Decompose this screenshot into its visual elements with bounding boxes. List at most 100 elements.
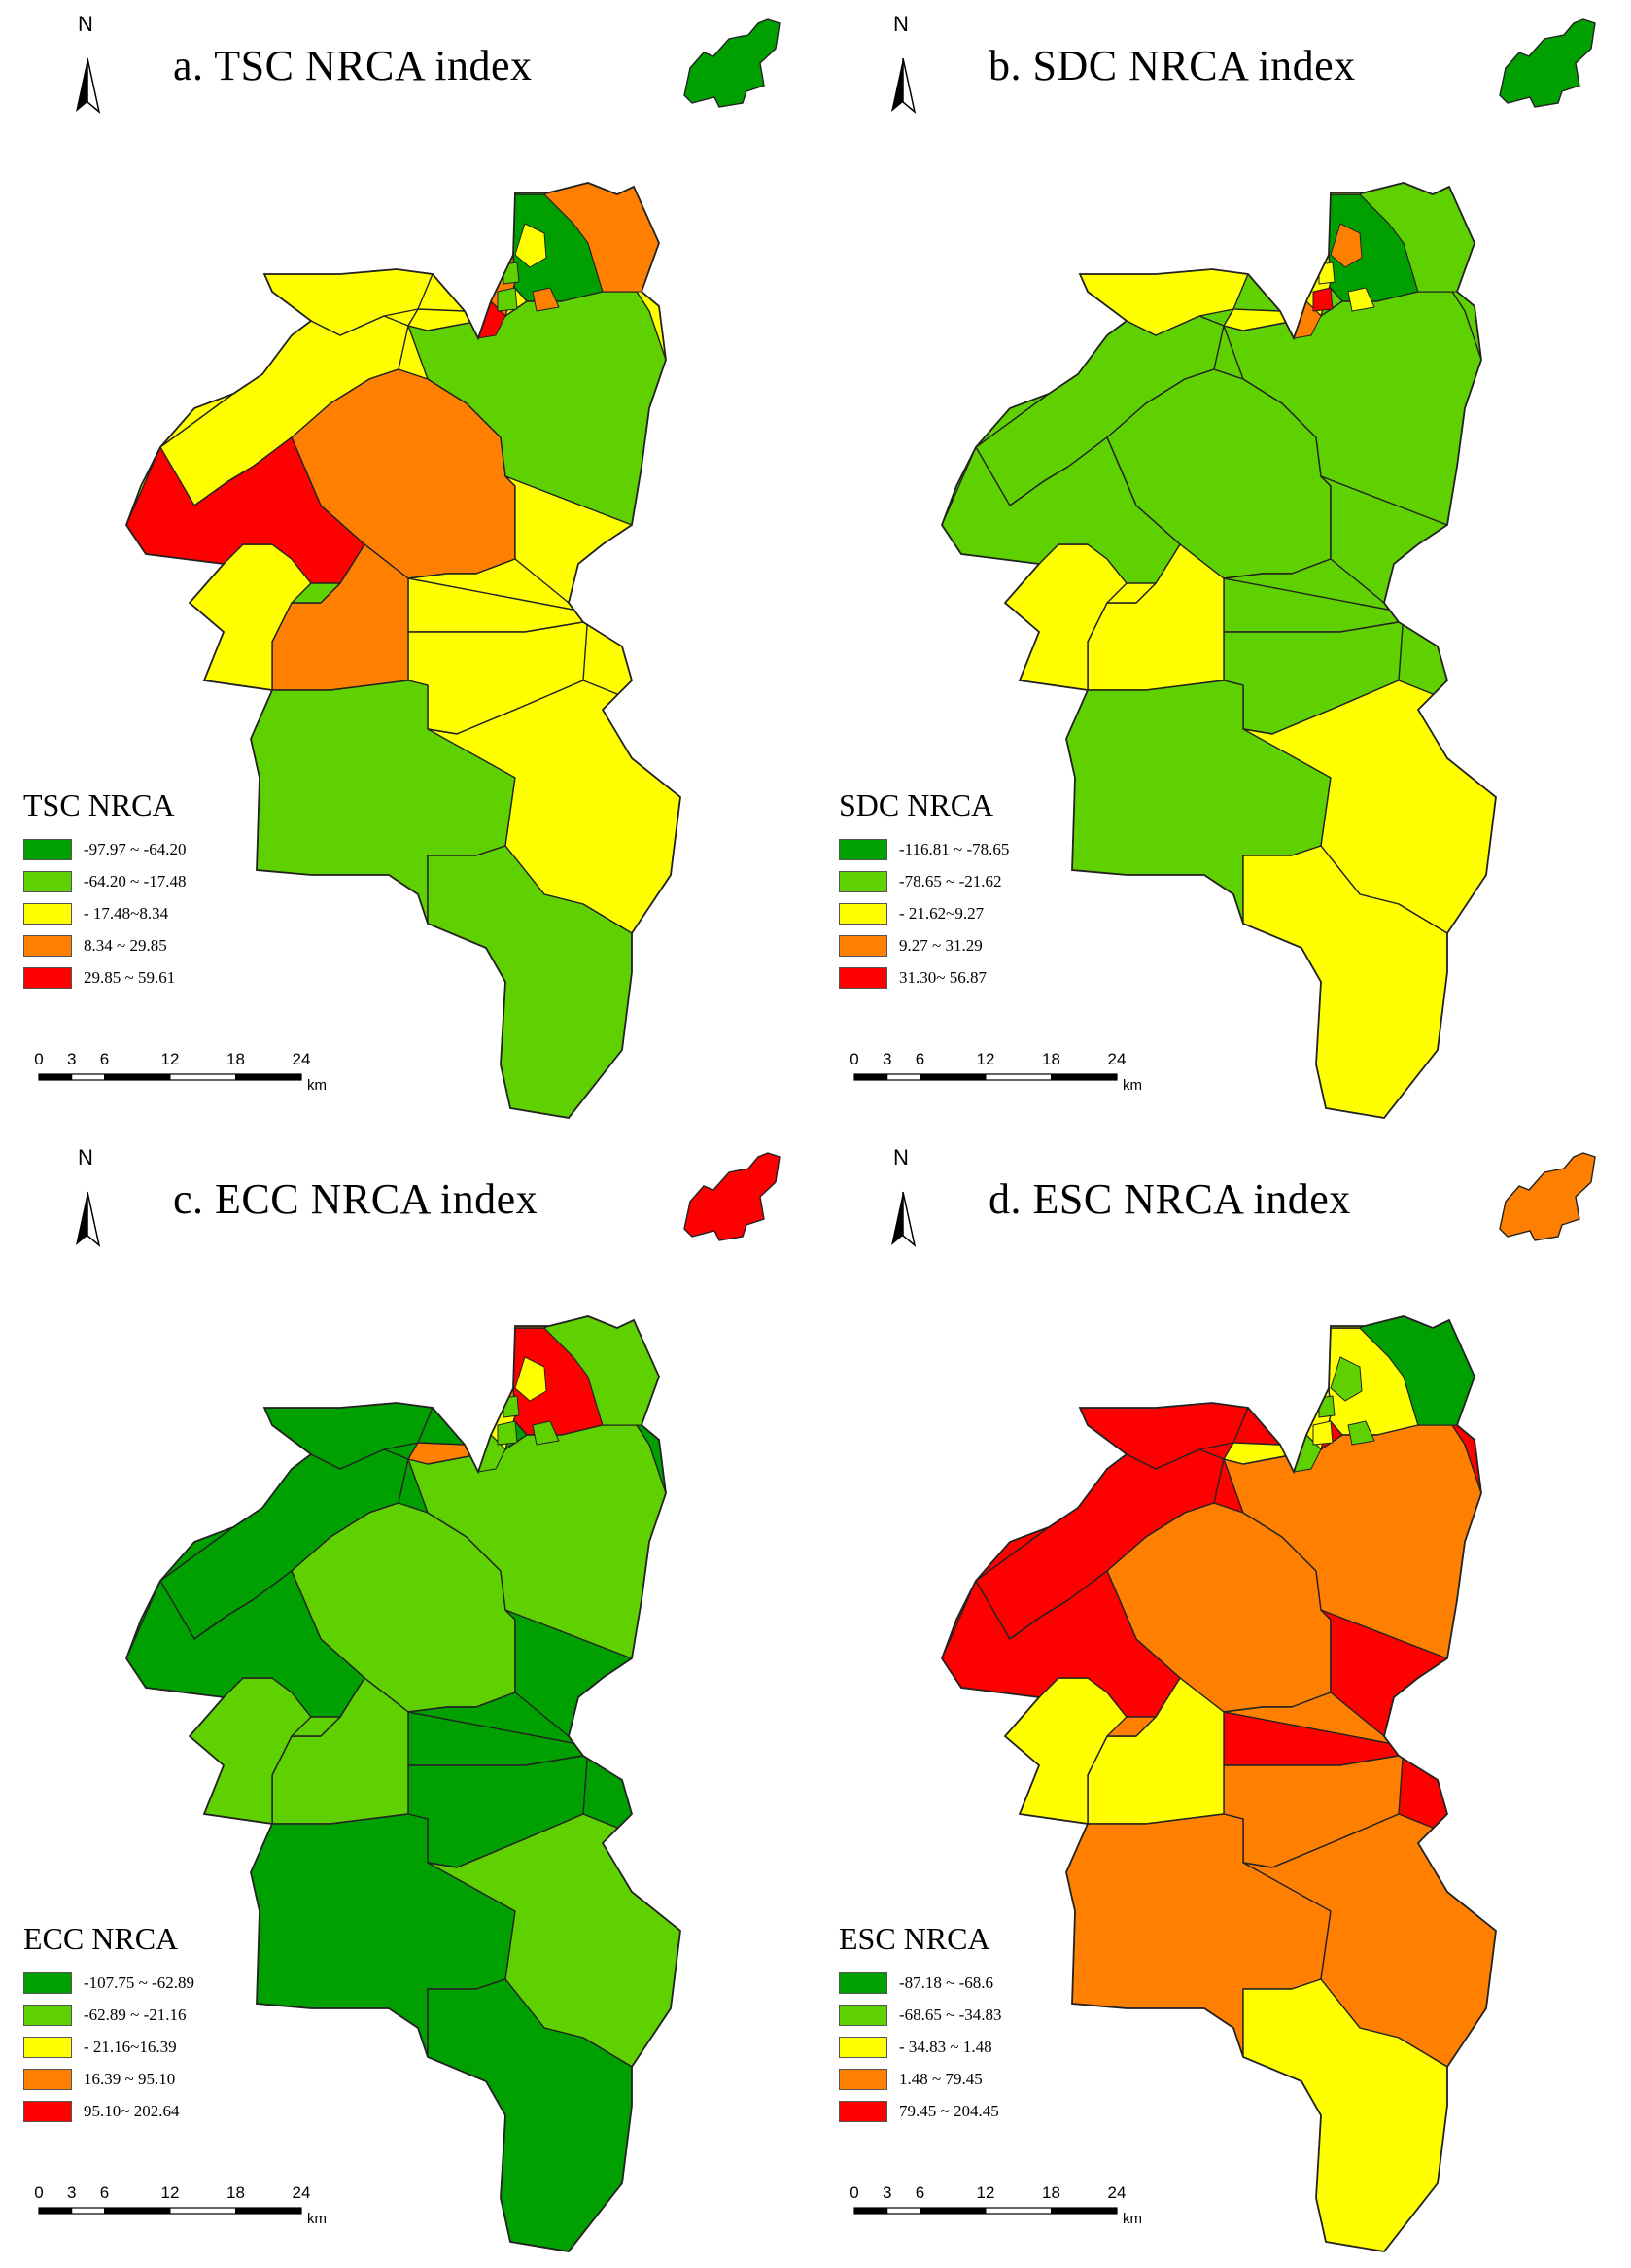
scale-tick-label: 24: [292, 1050, 311, 1068]
legend-swatch: [23, 902, 72, 925]
location-inset-map: [683, 1152, 781, 1241]
scale-bar-labels: 0 3 6 12 18 24 km: [850, 2183, 1175, 2242]
district-region-25: [532, 287, 560, 312]
scale-tick-label: 3: [67, 1050, 77, 1068]
scale-unit-label: km: [307, 2211, 327, 2227]
legend-swatch: [23, 934, 72, 957]
district-region-24: [1330, 1356, 1363, 1402]
legend-item: 9.27 ~ 31.29: [839, 929, 1009, 961]
scale-tick-label: 6: [915, 1050, 925, 1068]
study-area-outline: [940, 182, 1497, 1119]
legend-swatch: [23, 1971, 72, 1994]
district-region-24: [1330, 223, 1363, 268]
legend-label: 1.48 ~ 79.45: [899, 2069, 983, 2088]
legend-swatch: [839, 1971, 887, 1994]
scale-bar: [853, 1073, 1118, 1081]
north-label: N: [78, 12, 94, 36]
location-inset-map: [683, 18, 781, 108]
legend-item: -97.97 ~ -64.20: [23, 833, 187, 865]
legend-item: - 21.62~9.27: [839, 897, 1009, 929]
map-title: d. ESC NRCA index: [989, 1175, 1351, 1223]
legend-swatch: [839, 2068, 887, 2090]
scale-tick-label: 24: [1107, 2183, 1127, 2202]
north-label: N: [893, 12, 910, 36]
legend-label: 9.27 ~ 31.29: [899, 935, 983, 955]
scale-tick-label: 3: [883, 2183, 892, 2202]
study-area-outline: [124, 1315, 681, 2252]
district-region-25: [1347, 1420, 1375, 1446]
study-area-outline: [940, 1315, 1497, 2252]
scale-bar: [853, 2207, 1118, 2215]
legend-swatch: [839, 2036, 887, 2058]
north-arrow-icon: [76, 57, 101, 114]
legend-title: TSC NRCA: [23, 787, 175, 822]
legend-label: 8.34 ~ 29.85: [84, 935, 167, 955]
district-region-27: [1318, 262, 1336, 285]
scale-tick-label: 12: [976, 2183, 995, 2202]
legend-swatch: [23, 838, 72, 860]
scale-unit-label: km: [1123, 1077, 1142, 1094]
district-map: [38, 1152, 781, 2252]
north-arrow-icon: [891, 57, 917, 114]
legend-swatch: [839, 2004, 887, 2026]
legend-title: SDC NRCA: [839, 787, 994, 822]
district-map: [853, 18, 1596, 1119]
legend-label: -68.65 ~ -34.83: [899, 2005, 1002, 2024]
legend-label: -64.20 ~ -17.48: [84, 871, 187, 890]
legend-item: 8.34 ~ 29.85: [23, 929, 187, 961]
north-arrow-icon: [76, 1191, 101, 1247]
district-region-27: [1318, 1395, 1336, 1418]
district-region-25: [1347, 287, 1375, 312]
legend-item: -64.20 ~ -17.48: [23, 865, 187, 897]
legend-title: ESC NRCA: [839, 1921, 990, 1956]
legend-swatch: [23, 2068, 72, 2090]
scale-tick-label: 0: [34, 1050, 44, 1068]
legend-item: -116.81 ~ -78.65: [839, 833, 1009, 865]
map-legend: ESC NRCA -87.18 ~ -68.6 -68.65 ~ -34.83 - 3…: [839, 1921, 1002, 2127]
legend-swatch: [23, 966, 72, 989]
scale-tick-label: 18: [226, 2183, 245, 2202]
legend-item: 95.10~ 202.64: [23, 2095, 194, 2127]
district-region-28: [466, 1395, 492, 1418]
legend-item: 1.48 ~ 79.45: [839, 2063, 1002, 2095]
north-label: N: [78, 1145, 94, 1169]
district-region-27: [503, 1395, 520, 1418]
legend-label: -107.75 ~ -62.89: [84, 1972, 195, 1992]
legend-item: -62.89 ~ -21.16: [23, 1999, 194, 2031]
scale-tick-label: 24: [292, 2183, 311, 2202]
scale-tick-label: 3: [67, 2183, 77, 2202]
district-region-25: [532, 1420, 560, 1446]
map-legend: ECC NRCA -107.75 ~ -62.89 -62.89 ~ -21.16 -…: [23, 1921, 194, 2127]
legend-label: 31.30~ 56.87: [899, 967, 987, 987]
legend-swatch: [839, 2100, 887, 2122]
legend-item: -78.65 ~ -21.62: [839, 865, 1009, 897]
district-region-27: [503, 262, 520, 285]
legend-label: 79.45 ~ 204.45: [899, 2101, 999, 2120]
legend-swatch: [839, 838, 887, 860]
map-legend: TSC NRCA -97.97 ~ -64.20 -64.20 ~ -17.48 - …: [23, 787, 187, 994]
legend-swatch: [23, 2004, 72, 2026]
district-region-26: [1312, 1420, 1334, 1446]
district-region-28: [1281, 262, 1307, 285]
scale-tick-label: 18: [1042, 2183, 1060, 2202]
legend-title: ECC NRCA: [23, 1921, 179, 1956]
scale-tick-label: 3: [883, 1050, 892, 1068]
legend-item: 16.39 ~ 95.10: [23, 2063, 194, 2095]
legend-swatch: [23, 2036, 72, 2058]
map-title: a. TSC NRCA index: [173, 42, 533, 89]
map-legend: SDC NRCA -116.81 ~ -78.65 -78.65 ~ -21.62 -…: [839, 787, 1009, 994]
district-region-24: [514, 1356, 547, 1402]
legend-label: - 21.62~9.27: [899, 903, 985, 923]
legend-label: - 21.16~16.39: [84, 2037, 177, 2056]
scale-bar-labels: 0 3 6 12 18 24 km: [34, 1050, 360, 1108]
legend-item: 31.30~ 56.87: [839, 961, 1009, 994]
legend-label: -87.18 ~ -68.6: [899, 1972, 994, 1992]
scale-tick-label: 6: [99, 2183, 110, 2202]
district-region-26: [497, 1420, 518, 1446]
district-region-28: [466, 262, 492, 285]
location-inset-map: [1499, 18, 1596, 108]
scale-tick-label: 0: [34, 2183, 44, 2202]
legend-label: -97.97 ~ -64.20: [84, 839, 187, 858]
